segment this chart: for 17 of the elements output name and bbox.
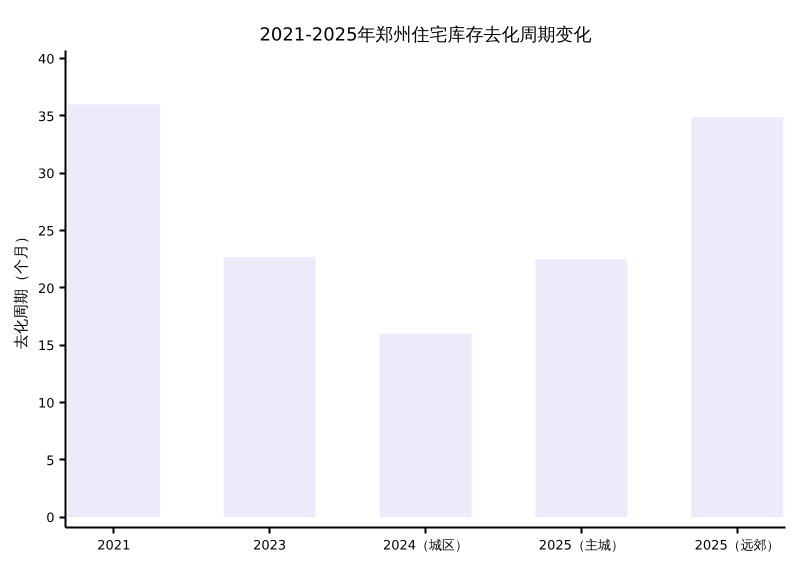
y-tick-label: 15: [38, 339, 55, 354]
x-tick-label: 2025（远郊）: [694, 538, 780, 554]
y-axis-title: 去化周期（个月）: [12, 229, 30, 349]
y-tick-label: 5: [46, 454, 55, 469]
y-tick-label: 30: [38, 167, 55, 182]
chart-title: 2021-2025年郑州住宅库存去化周期变化: [259, 24, 592, 46]
x-tick-label: 2021: [97, 538, 130, 554]
y-tick-label: 10: [38, 396, 55, 412]
x-tick-label: 2024（城区）: [382, 538, 468, 554]
x-tick-label: 2023: [253, 538, 286, 554]
y-tick-label: 0: [46, 511, 55, 526]
y-tick-label: 25: [38, 224, 55, 240]
y-tick-label: 40: [38, 52, 55, 68]
y-tick-label: 35: [38, 110, 55, 125]
x-tick-label: 2025（主城）: [538, 538, 624, 554]
y-tick-label: 20: [38, 282, 55, 297]
bar: [68, 104, 160, 518]
